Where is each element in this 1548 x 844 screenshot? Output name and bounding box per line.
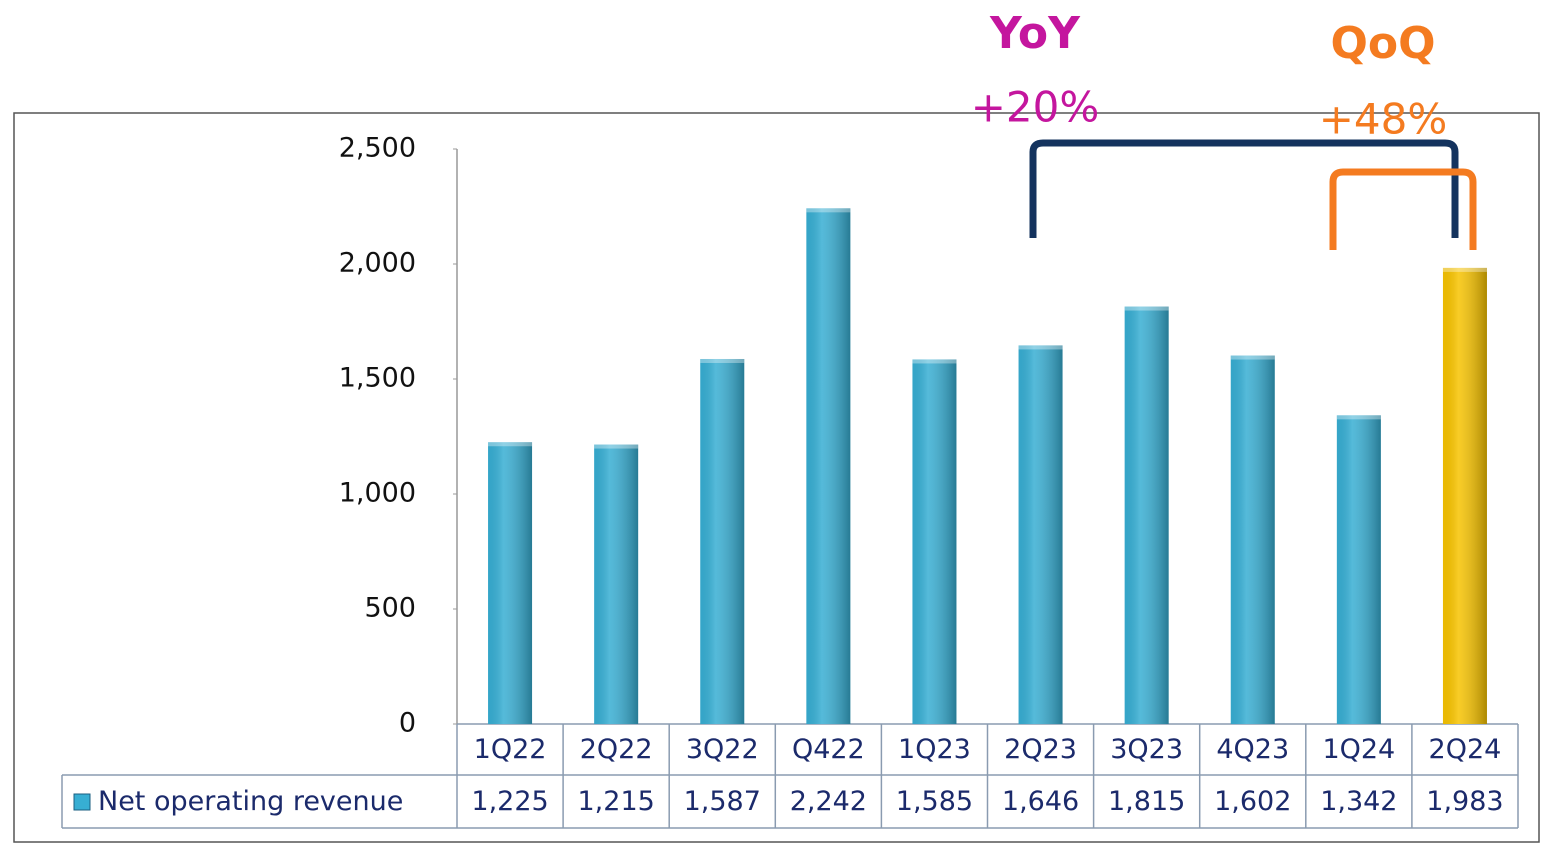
frame: [13, 112, 1540, 843]
annotation-text: +48%: [1319, 95, 1448, 144]
bar-cap: [594, 444, 639, 449]
x-tick-label: 2Q23: [1004, 734, 1077, 765]
x-tick-label: 3Q22: [686, 734, 759, 765]
x-tick-label: 1Q22: [474, 734, 547, 765]
y-tick-label: 0: [399, 708, 416, 739]
bar-cap: [1336, 415, 1381, 420]
bar-cap: [488, 442, 533, 447]
value-cell: 1,225: [471, 786, 548, 817]
annotation-title: QoQ: [1330, 18, 1435, 69]
y-tick-label: 2,000: [339, 248, 416, 279]
value-cell: 2,242: [790, 786, 867, 817]
bar-cap: [1018, 345, 1063, 350]
legend-swatch: [73, 793, 91, 811]
value-cell: 1,215: [578, 786, 655, 817]
x-tick-label: 1Q23: [898, 734, 971, 765]
value-cell: 1,815: [1108, 786, 1185, 817]
yoy-bracket: [1029, 139, 1459, 238]
y-tick-label: 500: [364, 593, 416, 624]
bar-shade: [488, 442, 533, 724]
annotation-text: +20%: [971, 83, 1100, 132]
value-cell: 1,585: [896, 786, 973, 817]
value-cell: 1,342: [1320, 786, 1397, 817]
legend-label: Net operating revenue: [98, 786, 403, 817]
x-tick-label: 2Q22: [580, 734, 653, 765]
x-tick-label: 4Q23: [1216, 734, 1289, 765]
value-cell: 1,602: [1214, 786, 1291, 817]
value-cell: 1,983: [1426, 786, 1503, 817]
bar-shade: [594, 444, 639, 724]
y-tick-label: 1,000: [339, 478, 416, 509]
x-tick-label: 2Q24: [1429, 734, 1502, 765]
bar-cap: [1442, 267, 1487, 272]
x-tick-label: 3Q23: [1110, 734, 1183, 765]
bar-shade: [806, 208, 851, 725]
bar-cap: [700, 358, 745, 363]
value-cell: 1,587: [684, 786, 761, 817]
y-tick-label: 2,500: [339, 133, 416, 164]
bar-shade: [912, 359, 957, 724]
bar-shade: [1442, 267, 1487, 724]
bar-cap: [912, 359, 957, 364]
bar-cap: [1124, 306, 1169, 311]
value-cell: 1,646: [1002, 786, 1079, 817]
qoq-bracket: [1329, 168, 1477, 250]
x-tick-label: 1Q24: [1322, 734, 1395, 765]
bar-shade: [700, 358, 745, 724]
bar-cap: [1230, 355, 1275, 360]
y-tick-label: 1,500: [339, 363, 416, 394]
bar-shade: [1124, 306, 1169, 724]
bar-cap: [806, 208, 851, 213]
bar-shade: [1336, 415, 1381, 724]
annotation-title: YoY: [989, 8, 1081, 59]
bar-shade: [1230, 355, 1275, 724]
bar-shade: [1018, 345, 1063, 724]
x-tick-label: Q422: [792, 734, 865, 765]
